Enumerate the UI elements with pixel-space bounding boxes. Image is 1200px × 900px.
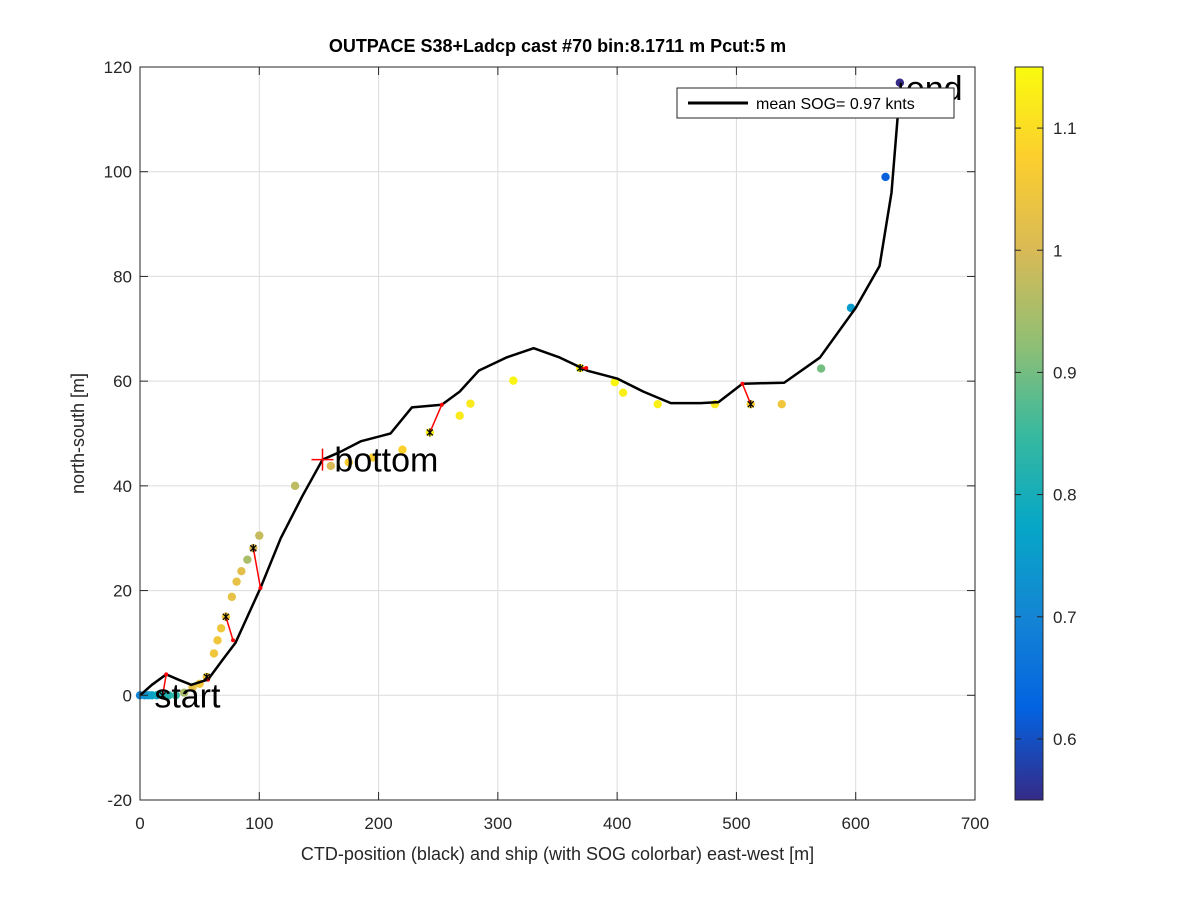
bottom-marker xyxy=(311,448,334,471)
x-tick-label: 300 xyxy=(484,814,512,833)
colorbar-ticks: 0.6 0.7 0.8 0.9 1 1.1 xyxy=(1015,119,1077,749)
ship-sog-point xyxy=(610,377,619,387)
y-tick-label: 40 xyxy=(113,477,132,496)
annotation-start: start xyxy=(154,677,221,715)
ship-star-marker xyxy=(426,428,434,437)
ship-sog-point xyxy=(509,376,518,385)
ship-sog-point xyxy=(290,481,300,491)
x-tick-label: 100 xyxy=(245,814,273,833)
ship-sog-point xyxy=(209,649,219,658)
ship-sog-point xyxy=(326,461,336,471)
ship-sog-point xyxy=(237,566,246,576)
ship-star-marker xyxy=(222,612,230,621)
colorbar xyxy=(1014,66,1044,801)
ship-sog-point xyxy=(243,555,252,564)
offset-ctd-dot xyxy=(258,585,263,590)
ship-star-marker xyxy=(203,672,211,681)
ship-sog-point xyxy=(344,458,353,467)
x-axis-label: CTD-position (black) and ship (with SOG … xyxy=(301,844,814,864)
y-tick-label: 0 xyxy=(123,686,132,705)
data-layer xyxy=(135,78,905,700)
ship-star-marker xyxy=(249,544,257,553)
x-tick-label: 400 xyxy=(603,814,631,833)
ship-sog-point xyxy=(777,399,786,409)
ship-sog-point xyxy=(398,445,407,454)
offset-ctd-dot xyxy=(740,381,745,386)
ship-sog-point xyxy=(816,364,826,373)
ship-sog-point xyxy=(171,691,180,700)
plot-area xyxy=(140,67,975,800)
y-tick-label: 20 xyxy=(113,582,132,601)
annotation-bottom: bottom xyxy=(334,442,438,480)
offset-ctd-dot xyxy=(584,366,589,371)
ship-sog-point xyxy=(227,592,237,602)
legend: mean SOG= 0.97 knts xyxy=(676,87,955,119)
colorbar-tick-label: 0.7 xyxy=(1053,608,1077,627)
colorbar-tick-label: 1 xyxy=(1053,241,1062,260)
chart-title: OUTPACE S38+Ladcp cast #70 bin:8.1711 m … xyxy=(329,36,786,56)
x-tick-label: 500 xyxy=(722,814,750,833)
y-tick-label: 120 xyxy=(104,58,132,77)
x-tick-label: 200 xyxy=(364,814,392,833)
colorbar-tick-label: 0.9 xyxy=(1053,363,1077,382)
ship-sog-point xyxy=(216,624,226,633)
ship-sog-point xyxy=(232,577,241,586)
x-tick-label: 0 xyxy=(135,814,144,833)
y-tick-label: 80 xyxy=(113,267,132,286)
ship-sog-point xyxy=(152,691,161,700)
x-tick-label: 700 xyxy=(961,814,989,833)
ship-sog-point xyxy=(881,172,890,182)
ship-star-marker xyxy=(159,691,167,700)
y-tick-label: -20 xyxy=(107,791,132,810)
ship-sog-point xyxy=(618,388,628,397)
offset-segment xyxy=(225,616,234,641)
y-tick-label: 100 xyxy=(104,163,132,182)
offset-segment xyxy=(252,548,262,589)
offset-ctd-dot xyxy=(164,672,169,677)
ship-sog-point xyxy=(455,411,464,420)
x-tick-label: 600 xyxy=(842,814,870,833)
y-axis-label: north-south [m] xyxy=(68,373,88,494)
legend-entry: mean SOG= 0.97 knts xyxy=(756,96,915,113)
ship-sog-point xyxy=(368,453,377,462)
ship-sog-point xyxy=(164,691,173,700)
ship-sog-point xyxy=(653,399,662,409)
ship-star-marker xyxy=(576,364,584,373)
offset-ctd-dot xyxy=(439,402,444,407)
ship-sog-point xyxy=(466,399,475,408)
axes-box xyxy=(139,66,976,801)
ship-sog-point xyxy=(255,531,264,540)
ship-sog-point xyxy=(179,688,189,697)
offset-segment xyxy=(429,404,443,433)
colorbar-tick-label: 0.6 xyxy=(1053,730,1077,749)
ctd-track-line xyxy=(139,82,903,697)
colorbar-tick-label: 1.1 xyxy=(1053,119,1077,138)
offset-segment xyxy=(741,383,752,405)
ship-star-marker xyxy=(747,400,755,409)
ship-sog-point xyxy=(213,636,222,645)
y-tick-label: 60 xyxy=(113,372,132,391)
offset-ctd-dot xyxy=(231,638,236,643)
colorbar-tick-label: 0.8 xyxy=(1053,486,1077,505)
